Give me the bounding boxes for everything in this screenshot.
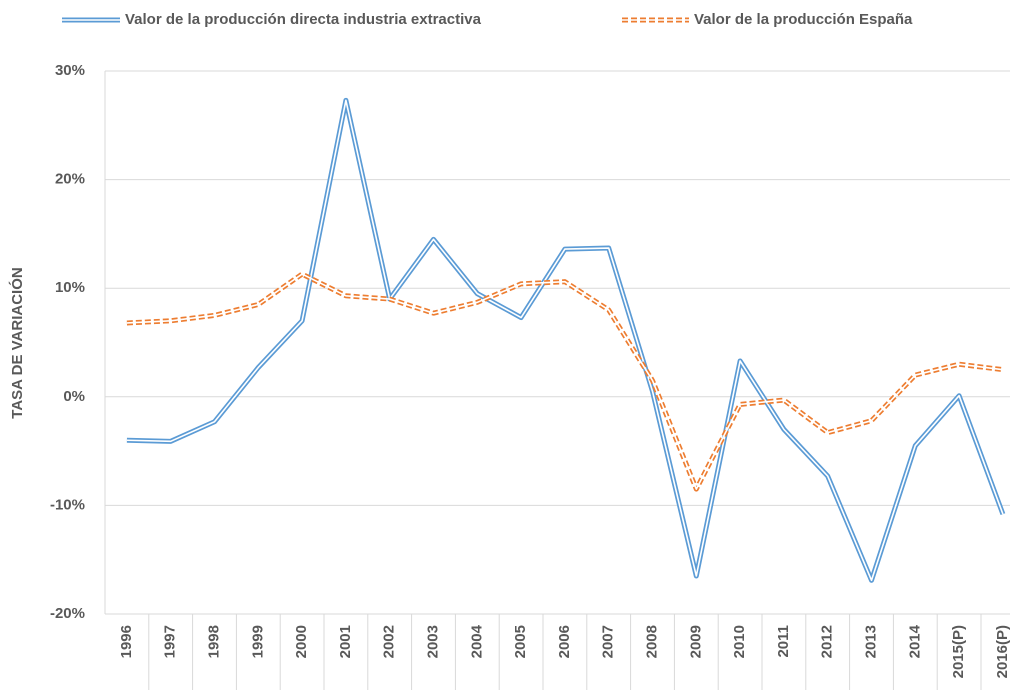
x-tick-label: 2005 bbox=[512, 625, 529, 658]
x-tick-label: 2014 bbox=[906, 624, 923, 658]
x-tick-label: 1996 bbox=[118, 625, 135, 658]
legend-label: Valor de la producción directa industria… bbox=[125, 11, 482, 28]
y-tick-label: 20% bbox=[55, 171, 85, 188]
x-tick-label: 1999 bbox=[249, 625, 266, 658]
x-tick-label: 1997 bbox=[162, 625, 179, 658]
y-tick-label: 0% bbox=[63, 388, 85, 405]
x-tick-label: 2001 bbox=[337, 625, 354, 658]
x-tick-label: 2012 bbox=[819, 625, 836, 658]
x-tick-label: 2016(P) bbox=[994, 625, 1011, 678]
y-tick-label: -20% bbox=[50, 605, 85, 622]
x-tick-label: 2007 bbox=[600, 625, 617, 658]
series-line-inner bbox=[126, 99, 1004, 582]
x-tick-label: 2010 bbox=[731, 625, 748, 658]
x-tick-label: 2002 bbox=[381, 625, 398, 658]
y-tick-label: 10% bbox=[55, 279, 85, 296]
x-tick-label: 1998 bbox=[205, 625, 222, 658]
x-tick-label: 2008 bbox=[643, 625, 660, 658]
y-tick-label: 30% bbox=[55, 62, 85, 79]
x-tick-label: 2006 bbox=[556, 625, 573, 658]
legend-label: Valor de la producción España bbox=[694, 11, 913, 28]
x-tick-label: 2011 bbox=[775, 625, 792, 658]
series-line bbox=[126, 97, 1006, 583]
series-line bbox=[126, 271, 1004, 492]
x-tick-label: 2003 bbox=[424, 625, 441, 658]
x-tick-label: 2015(P) bbox=[950, 625, 967, 678]
x-tick-label: 2004 bbox=[468, 624, 485, 658]
x-tick-label: 2000 bbox=[293, 625, 310, 658]
x-tick-label: 2009 bbox=[687, 625, 704, 658]
series-line-inner bbox=[126, 273, 1003, 490]
y-tick-label: -10% bbox=[50, 496, 85, 513]
y-axis-title: TASA DE VARIACIÓN bbox=[8, 267, 26, 418]
x-tick-label: 2013 bbox=[862, 625, 879, 658]
